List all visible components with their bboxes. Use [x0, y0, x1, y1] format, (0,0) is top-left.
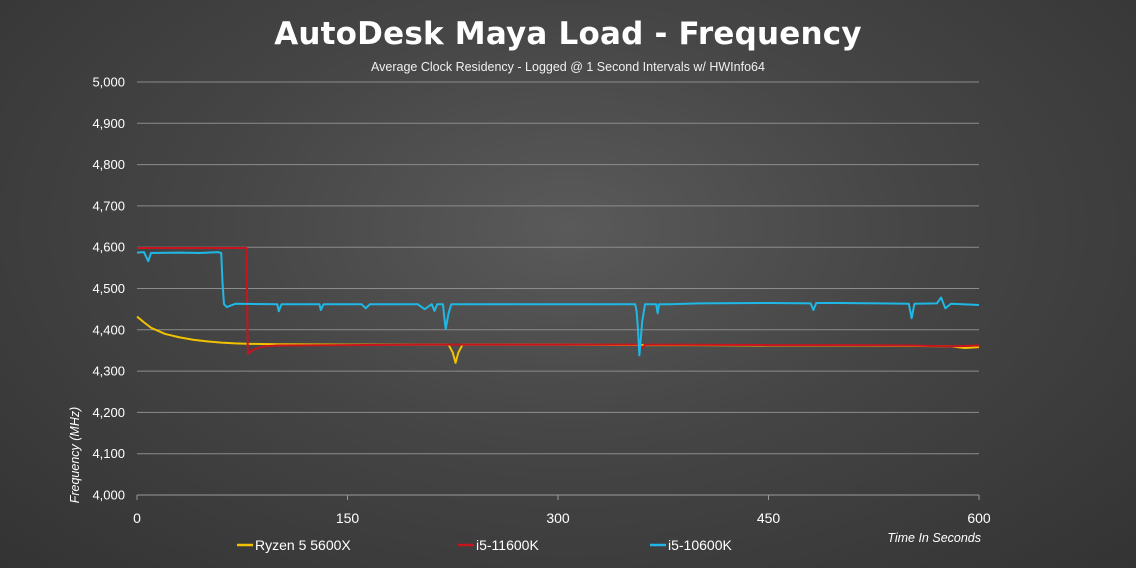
- series-line-0: [136, 315, 980, 364]
- y-tick-label: 5,000: [92, 75, 125, 90]
- x-tick-label: 600: [967, 510, 991, 526]
- y-tick-label: 4,100: [92, 446, 125, 461]
- y-tick-label: 4,900: [92, 116, 125, 131]
- y-tick-label: 4,600: [92, 240, 125, 255]
- chart-subtitle: Average Clock Residency - Logged @ 1 Sec…: [371, 60, 765, 74]
- x-tick-label: 150: [336, 510, 360, 526]
- series-line-1: [137, 247, 980, 355]
- x-tick-label: 0: [133, 510, 141, 526]
- legend-label: i5-10600K: [668, 537, 732, 553]
- y-tick-label: 4,200: [92, 405, 125, 420]
- y-tick-label: 4,300: [92, 364, 125, 379]
- legend-label: Ryzen 5 5600X: [255, 537, 351, 553]
- y-tick-label: 4,700: [92, 198, 125, 213]
- y-tick-label: 4,500: [92, 281, 125, 296]
- y-tick-label: 4,800: [92, 157, 125, 172]
- y-axis-label: Frequency (MHz): [68, 407, 82, 504]
- chart-title: AutoDesk Maya Load - Frequency: [274, 16, 862, 52]
- y-tick-label: 4,400: [92, 322, 125, 337]
- x-tick-label: 300: [546, 510, 570, 526]
- legend-label: i5-11600K: [476, 537, 539, 553]
- y-tick-label: 4,000: [92, 488, 125, 503]
- series-line-2: [136, 251, 980, 357]
- x-axis-label: Time In Seconds: [887, 531, 981, 545]
- x-tick-label: 450: [757, 510, 781, 526]
